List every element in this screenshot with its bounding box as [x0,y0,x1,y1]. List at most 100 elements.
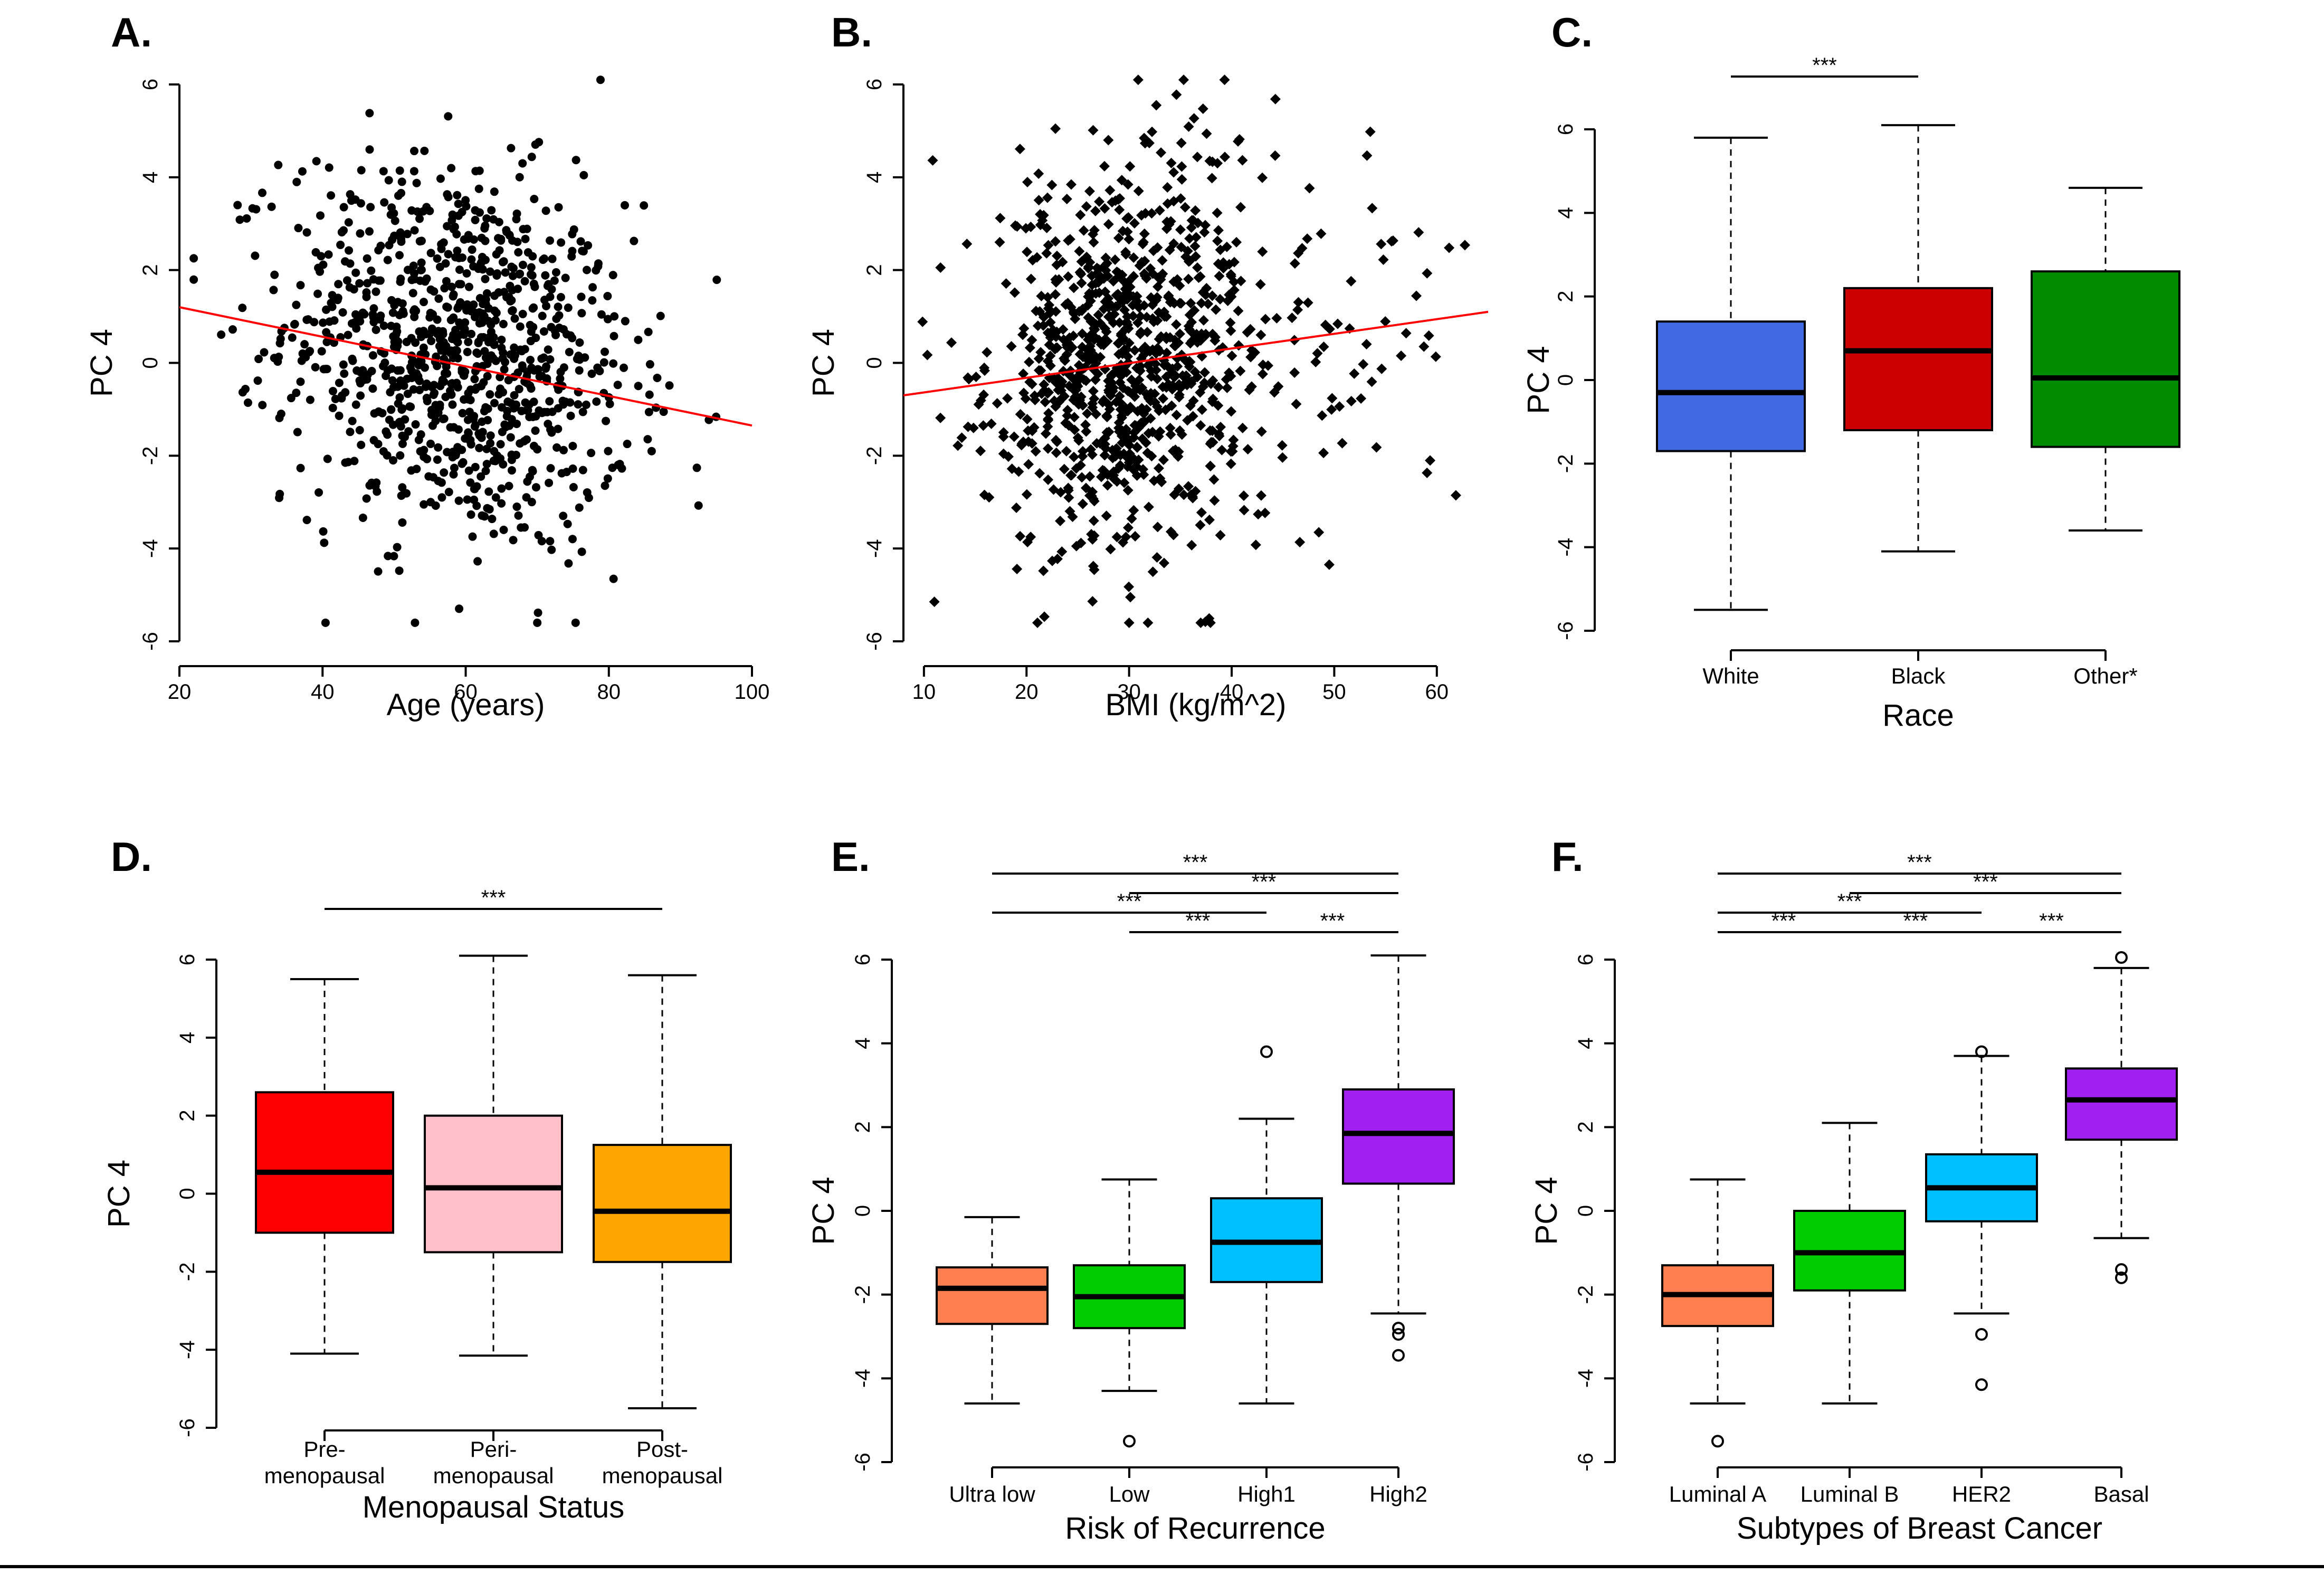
scatter-point [595,366,604,375]
outlier-point [1392,1349,1405,1362]
scatter-point [501,358,510,367]
scatter-point [483,372,492,381]
scatter-point [398,518,407,527]
scatter-point [568,535,577,544]
scatter-point [617,464,626,473]
scatter-point [609,359,618,368]
scatter-point [490,291,499,300]
scatter-point [313,289,322,298]
scatter-point [566,398,575,407]
scatter-point [516,269,525,278]
scatter-point [1151,552,1163,563]
scatter-point [466,510,475,519]
scatter-point [1154,205,1165,216]
scatter-point [398,439,407,448]
scatter-point [1109,309,1120,320]
scatter-point [1205,438,1216,449]
scatter-point [485,267,494,276]
box-low [1073,1178,1186,1448]
scatter-point [490,306,499,315]
scatter-point [1153,463,1164,474]
scatter-point [302,228,311,237]
scatter-point [1114,317,1125,328]
scatter-point [1087,279,1098,290]
scatter-point [1009,287,1020,298]
scatter-point [1181,373,1192,384]
scatter-point [1074,394,1085,405]
scatter-point [540,254,549,263]
scatter-point [1139,255,1150,267]
scatter-point [1122,406,1134,417]
scatter-point [563,519,572,528]
scatter-point [1091,409,1102,420]
scatter-point [414,372,423,381]
scatter-point [979,362,990,373]
scatter-point [643,435,652,444]
y-tick-label: -2 [851,1285,874,1304]
iqr-box [2031,270,2180,448]
scatter-point [444,250,453,259]
scatter-point [409,167,418,176]
scatter-point [489,333,498,342]
scatter-point [1035,347,1046,358]
scatter-point [512,502,521,511]
scatter-point [1056,546,1068,557]
scatter-point [479,378,488,387]
scatter-point [575,354,584,363]
scatter-point [499,319,508,328]
scatter-point [497,484,506,493]
scatter-point [1063,235,1074,246]
scatter-point [1170,370,1181,381]
scatter-point [372,325,380,334]
scatter-point [546,425,555,434]
scatter-point [1237,422,1248,433]
scatter-point [1171,89,1182,100]
scatter-point [296,463,305,472]
scatter-point [293,428,302,437]
scatter-point [1176,298,1187,309]
scatter-point [588,283,597,292]
scatter-point [645,360,654,369]
scatter-point [1063,485,1074,496]
scatter-point [1304,183,1315,194]
scatter-point [1121,367,1132,378]
scatter-point [599,358,608,367]
scatter-point [1358,359,1369,370]
scatter-point [328,302,337,311]
scatter-point [1172,361,1183,372]
scatter-point [507,144,516,153]
scatter-point [547,323,556,331]
scatter-point [403,230,412,239]
scatter-point [1116,330,1127,341]
y-tick-label: 4 [176,1032,199,1044]
scatter-point [1143,428,1154,439]
scatter-point [1425,455,1436,466]
scatter-point [995,213,1006,224]
scatter-point [1021,489,1032,500]
scatter-point [1036,388,1047,399]
scatter-point [1018,368,1029,380]
scatter-point [274,160,283,169]
scatter-point [1011,502,1022,514]
scatter-point [1142,327,1153,338]
significance-label: *** [1812,54,1837,77]
scatter-point [1238,490,1249,501]
scatter-point [545,397,554,406]
scatter-point [362,494,371,503]
scatter-point [346,428,355,437]
scatter-point [498,388,507,397]
scatter-point [470,375,479,384]
scatter-point [490,399,499,407]
scatter-point [426,285,435,294]
scatter-point [302,516,311,525]
scatter-point [366,203,375,212]
scatter-point [466,478,475,487]
scatter-point [1090,205,1101,216]
scatter-point [397,234,406,243]
scatter-point [483,504,492,513]
scatter-point [482,289,491,298]
scatter-point [1205,378,1216,390]
scatter-point [374,276,383,285]
scatter-point [1197,287,1208,298]
scatter-point [407,466,416,475]
